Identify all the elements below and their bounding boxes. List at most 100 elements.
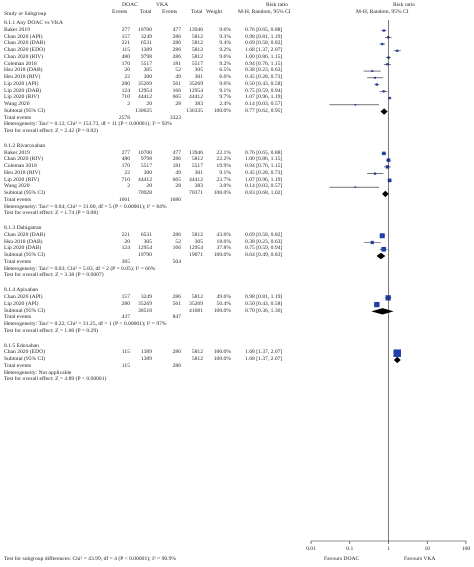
- study-name: Lip 2020 (API): [4, 300, 39, 307]
- total-doac: 35269: [138, 300, 152, 307]
- events-doac: 115: [121, 349, 130, 356]
- subtotal-ci: 0.70 [0.36, 1.36]: [245, 307, 283, 314]
- study-name: Baker 2019: [4, 26, 30, 33]
- events-vka: 181: [172, 60, 181, 67]
- total-vka: 301: [194, 169, 203, 176]
- risk-ratio-ci: 0.69 [0.58, 0.82]: [245, 40, 283, 47]
- subtotal-total-doac: 70928: [138, 190, 152, 197]
- study-name: Baker 2019: [4, 149, 30, 156]
- heterogeneity: Heterogeneity: Tau² = 0.12; Chi² = 153.7…: [4, 121, 172, 128]
- weight: 3.0%: [219, 183, 231, 190]
- heterogeneity: Heterogeneity: Tau² = 0.22; Chi² = 31.25…: [4, 321, 167, 328]
- events-doac: 2: [127, 183, 130, 190]
- risk-ratio-ci: 0.94 [0.76, 1.15]: [245, 60, 283, 67]
- subgroup-title: 8.1.2 Rivaroxaban: [4, 142, 46, 149]
- subtotal-diamond: [376, 252, 386, 260]
- study-name: Chan 2020 (DAB): [4, 40, 46, 47]
- subtotal-diamond: [393, 356, 401, 364]
- study-name: Coleman 2018: [4, 60, 37, 67]
- study-box: [379, 233, 385, 239]
- study-name: Chan 2020 (API): [4, 294, 43, 301]
- subtotal-total-doac: 38518: [138, 307, 152, 314]
- subtotal-diamond: [382, 190, 389, 198]
- events-doac: 115: [121, 47, 130, 53]
- weight: 37.8%: [216, 245, 231, 252]
- total-vka: 35269: [189, 300, 203, 307]
- subtotal-weight: 100.0%: [213, 356, 231, 363]
- events-vka: 52: [175, 67, 181, 74]
- total-vka: 35269: [189, 80, 203, 87]
- risk-ratio-ci: 0.14 [0.03, 0.57]: [245, 183, 283, 190]
- study-box: [388, 96, 391, 100]
- events-vka: 166: [172, 87, 181, 94]
- weight: 9.7%: [219, 94, 231, 101]
- weight: 22.2%: [216, 156, 231, 163]
- subtotal-label: Subtotal (95% CI): [4, 190, 46, 197]
- study-box: [382, 151, 386, 156]
- total-events-label: Total events: [4, 258, 32, 265]
- total-doac: 10700: [138, 26, 152, 33]
- study-name: Chan 2020 (API): [4, 33, 43, 40]
- study-box: [387, 178, 392, 183]
- total-vka: 13946: [189, 26, 203, 33]
- events-vka: 665: [172, 176, 181, 183]
- study-name: Lip 2020 (API): [4, 80, 39, 87]
- total-doac: 20: [146, 101, 152, 107]
- risk-ratio-ci: 0.50 [0.43, 0.58]: [245, 300, 283, 307]
- study-name: Lip 2020 (DAB): [4, 245, 42, 252]
- study-box: [382, 29, 386, 32]
- total-doac: 6531: [140, 40, 152, 47]
- events-doac: 170: [121, 163, 130, 170]
- total-vka: 5812: [191, 33, 203, 40]
- study-box: [371, 70, 374, 73]
- study-name: Wang 2020: [4, 183, 30, 190]
- header-study: Study or Subgroup: [4, 11, 47, 17]
- events-doac: 221: [121, 231, 130, 238]
- total-vka: 5812: [191, 156, 203, 163]
- events-doac: 22: [124, 169, 130, 176]
- study-name: Hsu 2018 (RIV): [4, 74, 41, 80]
- events-vka: 665: [172, 94, 181, 101]
- total-events-doac: 1661: [118, 196, 130, 203]
- total-vka: 305: [194, 238, 203, 245]
- subgroup-title: 8.1.4 Apixaban: [4, 287, 39, 294]
- total-doac: 9798: [140, 156, 152, 163]
- header-rr2: Risk ratio: [393, 2, 415, 8]
- events-doac: 480: [121, 156, 130, 163]
- weight: 9.6%: [219, 80, 231, 87]
- subtotal-total-vka: 136335: [186, 107, 203, 114]
- subgroup-differences-test: Test for subgroup differences: Chi² = 43…: [4, 556, 177, 562]
- events-vka: 286: [172, 294, 181, 301]
- weight: 9.2%: [219, 60, 231, 67]
- risk-ratio-ci: 1.07 [0.96, 1.19]: [245, 94, 283, 101]
- subtotal-total-doac: 130625: [135, 107, 152, 114]
- subtotal-weight: 100.0%: [213, 107, 231, 114]
- favours-vka-label: Favours VKA: [404, 556, 436, 562]
- risk-ratio-ci: 0.38 [0.23, 0.63]: [245, 67, 283, 74]
- weight: 9.1%: [219, 169, 231, 176]
- study-box: [385, 165, 390, 169]
- total-events-label: Total events: [4, 114, 32, 121]
- events-vka: 286: [172, 47, 181, 53]
- heterogeneity: Heterogeneity: Tau² = 0.03; Chi² = 5.83,…: [4, 265, 156, 272]
- weight: 49.6%: [216, 294, 231, 301]
- total-doac: 20: [146, 183, 152, 190]
- risk-ratio-ci: 0.98 [0.81, 1.19]: [245, 33, 283, 40]
- risk-ratio-ci: 0.45 [0.28, 0.73]: [245, 74, 283, 80]
- weight: 50.4%: [216, 300, 231, 307]
- total-doac: 3249: [140, 294, 152, 301]
- total-doac: 6531: [140, 231, 152, 238]
- x-tick-label: 10: [424, 546, 430, 552]
- events-vka: 477: [172, 149, 181, 156]
- events-vka: 286: [172, 53, 181, 60]
- events-vka: 166: [172, 245, 181, 252]
- subtotal-weight: 100.0%: [213, 307, 231, 314]
- header-rr2-sub: M-H, Random, 95% CI: [356, 9, 409, 15]
- risk-ratio-ci: 0.76 [0.65, 0.88]: [245, 26, 283, 33]
- total-doac: 1389: [140, 47, 152, 53]
- header-rr: Risk ratio: [266, 2, 288, 8]
- risk-ratio-ci: 1.00 [0.86, 1.15]: [245, 156, 283, 163]
- events-vka: 286: [172, 33, 181, 40]
- weight: 100.0%: [213, 349, 231, 356]
- total-events-vka: 504: [172, 258, 181, 265]
